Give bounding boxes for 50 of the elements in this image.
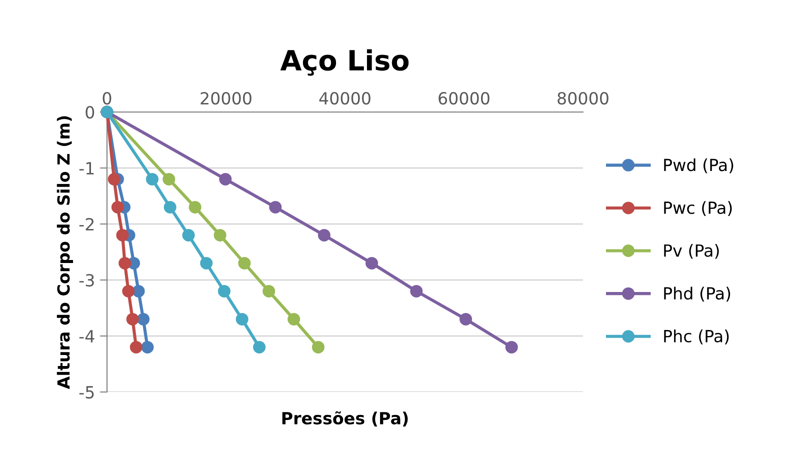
y-tick-label: -2 xyxy=(79,218,94,230)
point xyxy=(141,340,154,354)
point xyxy=(111,200,124,214)
point xyxy=(312,340,324,354)
point xyxy=(218,284,230,298)
point xyxy=(238,256,251,270)
point xyxy=(253,340,266,354)
point xyxy=(214,228,226,242)
x-tick-label: 60000 xyxy=(438,92,490,105)
point xyxy=(366,256,378,270)
point xyxy=(116,228,129,242)
y-tick-label: -5 xyxy=(79,386,94,399)
point xyxy=(162,172,176,186)
legend-label: Phd (Pa) xyxy=(664,286,730,302)
chart-title: Aço Liso xyxy=(280,49,409,76)
point xyxy=(505,340,518,354)
y-tick-label: -1 xyxy=(79,162,94,174)
point xyxy=(236,312,248,326)
point xyxy=(200,256,213,270)
point xyxy=(188,200,202,214)
y-tick-label: -4 xyxy=(79,330,94,342)
x-tick-label: 20000 xyxy=(200,92,252,105)
point xyxy=(182,228,195,242)
y-axis-title: Altura do Corpo do Silo Z (m) xyxy=(56,116,74,390)
point xyxy=(126,312,139,326)
point xyxy=(262,284,276,298)
point xyxy=(460,312,472,326)
point xyxy=(318,228,330,242)
point xyxy=(288,312,300,326)
y-tick-label: -3 xyxy=(79,274,94,287)
point xyxy=(130,340,142,354)
point xyxy=(108,172,120,186)
x-tick-label: 80000 xyxy=(558,92,608,105)
point xyxy=(118,256,132,270)
legend-label: Pwd (Pa) xyxy=(664,158,734,174)
x-tick-label: 40000 xyxy=(319,92,370,105)
x-tick-label: 0 xyxy=(102,92,112,105)
point xyxy=(122,284,135,298)
point xyxy=(219,172,232,186)
legend-label: Pv (Pa) xyxy=(664,244,719,259)
y-tick-label: 0 xyxy=(86,106,94,119)
point xyxy=(269,200,282,214)
point xyxy=(164,200,176,214)
point xyxy=(137,312,150,326)
point xyxy=(132,284,145,298)
legend-label: Pwc (Pa) xyxy=(664,201,732,216)
x-axis-title: Pressões (Pa) xyxy=(282,411,408,426)
legend-label: Phc (Pa) xyxy=(664,330,729,344)
point xyxy=(410,284,423,298)
point xyxy=(146,172,158,186)
